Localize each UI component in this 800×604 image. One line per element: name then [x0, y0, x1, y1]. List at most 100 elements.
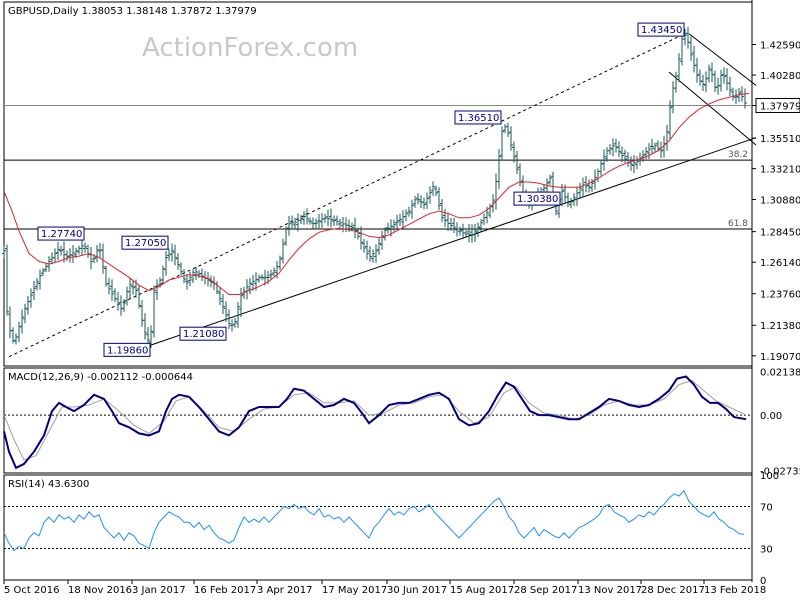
swing-label-box [454, 110, 502, 125]
ohlc-bar [314, 218, 318, 229]
x-tick-label: 28 Dec 2017 [641, 585, 705, 596]
ohlc-bar [428, 186, 432, 204]
macd-signal-line [3, 380, 747, 461]
ohlc-bar [695, 57, 699, 83]
ohlc-bar [512, 141, 516, 163]
x-tick-label: 5 Oct 2016 [4, 585, 59, 596]
ohlc-bar [395, 214, 399, 230]
ohlc-bar [197, 270, 201, 278]
ohlc-bar [239, 287, 243, 318]
ohlc-bar [293, 217, 297, 230]
main-header: GBPUSD,Daily 1.38053 1.38148 1.37872 1.3… [8, 6, 257, 17]
ohlc-bar [425, 192, 429, 210]
ohlc-bar [185, 273, 189, 290]
ohlc-bar [692, 45, 696, 73]
ohlc-bar [614, 138, 618, 153]
ohlc-bar [611, 138, 615, 157]
ohlc-bar [161, 265, 165, 283]
current-price-label: 1.37979 [760, 102, 800, 113]
ohlc-bar [725, 68, 729, 91]
ohlc-bar [107, 277, 111, 295]
ohlc-bar [368, 245, 372, 262]
x-tick-label: 17 May 2017 [322, 585, 387, 596]
ohlc-bar [434, 185, 438, 197]
ohlc-bar [5, 244, 9, 316]
ohlc-bar [32, 280, 36, 301]
ohlc-bar [362, 238, 366, 253]
ohlc-bar [416, 193, 420, 205]
ohlc-bar [269, 269, 273, 281]
ohlc-bar [179, 262, 183, 276]
ohlc-bar [671, 81, 675, 114]
ohlc-bar [449, 217, 453, 232]
fib-level-label: 61.8 [728, 219, 748, 229]
ohlc-bar [422, 197, 426, 210]
ohlc-bar [617, 141, 621, 158]
ohlc-bar [602, 149, 606, 171]
ohlc-bar [218, 286, 222, 306]
ohlc-bar [53, 248, 57, 263]
main-y-tick-label: 1.23760 [760, 290, 800, 301]
ohlc-bar [227, 309, 231, 329]
ohlc-bar [302, 211, 306, 225]
ohlc-bar [701, 74, 705, 91]
ohlc-bar [191, 269, 195, 283]
trendline [668, 71, 757, 146]
ohlc-bar [620, 146, 624, 162]
channel-line-dashed [8, 32, 687, 358]
swing-label: 1.43450 [641, 25, 682, 36]
swing-label-box [121, 235, 169, 250]
ohlc-bar [374, 244, 378, 263]
macd-panel-frame [3, 367, 753, 474]
ohlc-bar [683, 28, 687, 46]
ohlc-bar [572, 193, 576, 206]
ohlc-bar [635, 156, 639, 170]
swing-label: 1.19860 [107, 345, 148, 356]
ohlc-bar [722, 67, 726, 84]
ohlc-bar [17, 321, 21, 343]
ohlc-bar [143, 313, 147, 340]
macd-y-tick-label: -0.027353 [760, 467, 800, 478]
ohlc-bar [707, 64, 711, 83]
ohlc-bar [464, 229, 468, 237]
rsi-y-tick-label: 100 [760, 471, 779, 482]
ohlc-bar [716, 77, 720, 95]
ohlc-bar [686, 26, 690, 49]
ohlc-bar [365, 240, 369, 260]
ohlc-bar [338, 219, 342, 228]
ohlc-bar [35, 277, 39, 291]
swing-label: 1.36510 [458, 113, 499, 124]
ohlc-bar [2, 245, 6, 259]
ohlc-bar [479, 219, 483, 232]
swing-label-box [103, 342, 151, 357]
rsi-y-tick-label: 70 [760, 503, 773, 514]
ohlc-bar [500, 126, 504, 161]
ohlc-bar [233, 317, 237, 328]
ohlc-bar [599, 159, 603, 176]
ohlc-bar [665, 124, 669, 151]
ohlc-bar [398, 213, 402, 227]
x-tick-label: 3 Jan 2017 [132, 585, 186, 596]
ohlc-bar [719, 69, 723, 92]
ohlc-bar [224, 301, 228, 323]
ohlc-bar [278, 255, 282, 271]
ohlc-bar [440, 199, 444, 223]
ohlc-bar [677, 53, 681, 82]
ohlc-bar [152, 285, 156, 338]
ohlc-bar [455, 222, 459, 237]
ohlc-bar [629, 156, 633, 171]
ohlc-bar [341, 217, 345, 233]
ohlc-bar [113, 288, 117, 303]
ohlc-bar [155, 279, 159, 301]
macd-y-tick-label: 0.00 [760, 411, 782, 422]
swing-label-box [37, 226, 85, 241]
ohlc-bar [728, 76, 732, 97]
ohlc-bar [194, 266, 198, 280]
ohlc-bar [140, 300, 144, 327]
macd-line [3, 375, 747, 470]
ohlc-bar [251, 274, 255, 291]
ohlc-bar [674, 71, 678, 93]
ohlc-bar [284, 226, 288, 246]
ohlc-bar [56, 242, 60, 261]
